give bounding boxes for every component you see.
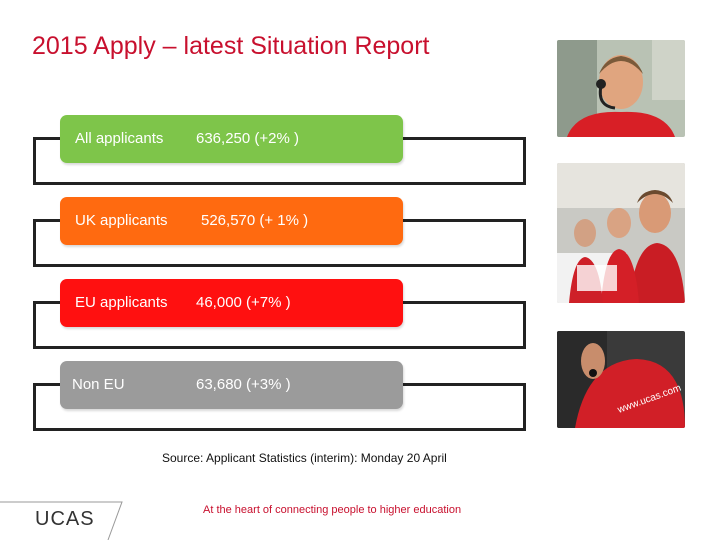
source-note: Source: Applicant Statistics (interim): … (162, 451, 447, 465)
stat-value: 46,000 (+7% ) (196, 294, 291, 311)
stat-pill-all-applicants: All applicants 636,250 (+2% ) (60, 115, 403, 163)
stat-value: 636,250 (+2% ) (196, 130, 299, 147)
ucas-logo: UCAS (35, 508, 95, 530)
stat-label: All applicants (75, 130, 164, 147)
ucas-logo-frame (0, 501, 123, 540)
photo-agent-ucas-shirt-image: www.ucas.com (557, 331, 685, 428)
footer-tagline: At the heart of connecting people to hig… (203, 504, 462, 516)
stat-label: UK applicants (75, 212, 168, 229)
photo-call-center-team-image (557, 163, 685, 303)
photo-agent-ucas-shirt: www.ucas.com (557, 331, 685, 428)
stat-pill-uk-applicants: UK applicants 526,570 (+ 1% ) (60, 197, 403, 245)
stat-pill-non-eu: Non EU 63,680 (+3% ) (60, 361, 403, 409)
stat-value: 526,570 (+ 1% ) (201, 212, 309, 229)
stat-pill-eu-applicants: EU applicants 46,000 (+7% ) (60, 279, 403, 327)
photo-call-center-team (557, 163, 685, 303)
stat-value: 63,680 (+3% ) (196, 376, 291, 393)
stat-label: EU applicants (75, 294, 168, 311)
photo-agent-headset-image (557, 40, 685, 137)
page-title: 2015 Apply – latest Situation Report (32, 32, 430, 60)
stat-label: Non EU (72, 376, 125, 393)
photo-agent-headset (557, 40, 685, 137)
